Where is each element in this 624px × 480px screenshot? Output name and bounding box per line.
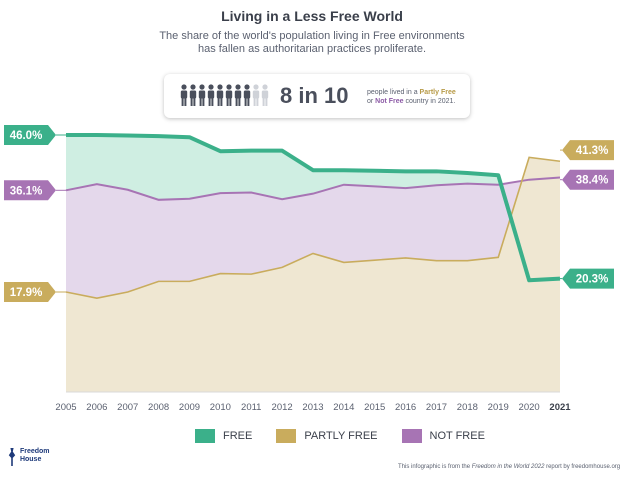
x-tick-label-2010: 2010 — [210, 402, 231, 413]
x-tick-label-2012: 2012 — [272, 402, 293, 413]
x-tick-label-2021: 2021 — [549, 402, 571, 413]
person-icon — [252, 84, 260, 106]
person-icon — [189, 84, 197, 106]
x-tick-label-2009: 2009 — [179, 402, 200, 413]
stat-value: 8 in 10 — [280, 83, 349, 108]
legend-item-partly-free: PARTLY FREE — [276, 429, 378, 443]
label-not-free-end: 38.4% — [576, 175, 609, 187]
label-partly-free-end-tag — [562, 140, 614, 161]
person-icon — [243, 84, 251, 106]
label-not-free-start: 36.1% — [10, 185, 43, 197]
x-tick-label-2005: 2005 — [55, 402, 76, 413]
legend-swatch-not-free — [401, 429, 422, 443]
area-partly-free — [66, 157, 560, 392]
torch-icon — [8, 448, 16, 466]
x-tick-label-2006: 2006 — [86, 402, 107, 413]
label-free-start: 46.0% — [10, 130, 43, 142]
x-tick-label-2019: 2019 — [488, 402, 509, 413]
legend-item-free: FREE — [195, 429, 252, 443]
label-free-end: 20.3% — [576, 274, 609, 286]
label-not-free-start-tag — [4, 180, 56, 201]
freedom-house-logo[interactable]: Freedom House — [8, 448, 50, 466]
chart-legend: FREE PARTLY FREE NOT FREE — [195, 429, 485, 443]
person-icon — [216, 84, 224, 106]
stat-text-before: people lived in a — [367, 89, 420, 96]
x-tick-label-2007: 2007 — [117, 402, 138, 413]
x-tick-label-2014: 2014 — [333, 402, 354, 413]
source-credit: This infographic is from the Freedom in … — [398, 464, 620, 470]
label-partly-free-start-tag — [4, 281, 56, 302]
x-tick-label-2015: 2015 — [364, 402, 385, 413]
credit-after: report by freedomhouse.org — [544, 464, 621, 470]
logo-line-1: Freedom — [19, 448, 50, 455]
x-tick-label-2008: 2008 — [148, 402, 169, 413]
legend-swatch-free — [195, 429, 215, 443]
legend-label-free: FREE — [223, 430, 253, 442]
stat-not-free: Not Free — [375, 98, 404, 105]
logo-line-2: House — [19, 456, 42, 463]
stat-description: people lived in a Partly Free or Not Fre… — [367, 88, 467, 106]
credit-before: This infographic is from the — [398, 464, 472, 470]
person-icon — [198, 84, 206, 106]
x-tick-label-2011: 2011 — [241, 402, 261, 413]
page-subtitle: The share of the world's population livi… — [159, 30, 465, 55]
person-icon — [261, 84, 269, 106]
person-icon — [234, 84, 242, 106]
credit-report: Freedom in the World 2022 — [471, 464, 545, 470]
label-not-free-end-tag — [562, 169, 614, 190]
x-tick-label-2017: 2017 — [426, 402, 447, 413]
x-tick-label-2016: 2016 — [395, 402, 416, 413]
label-partly-free-start: 17.9% — [10, 287, 43, 299]
x-tick-label-2013: 2013 — [302, 402, 323, 413]
label-free-start-tag — [4, 125, 56, 145]
x-tick-label-2020: 2020 — [519, 402, 540, 413]
people-icons — [180, 84, 269, 108]
person-icon — [180, 84, 188, 106]
stat-partly-free: Partly Free — [419, 89, 456, 96]
legend-swatch-partly-free — [276, 429, 297, 443]
page-title: Living in a Less Free World — [221, 8, 403, 24]
legend-label-not-free: NOT FREE — [429, 430, 485, 442]
stat-callout: 8 in 10 people lived in a Partly Free or… — [164, 74, 470, 118]
label-free-end-tag — [562, 268, 614, 289]
stat-text-or: or — [367, 98, 376, 105]
person-icon — [207, 84, 215, 106]
stat-text-after: country in 2021. — [403, 98, 456, 105]
area-chart: 2005 2006 2007 2008 2009 2010 2011 2012 2013 2014… — [4, 125, 614, 413]
x-tick-label-2018: 2018 — [457, 402, 478, 413]
person-icon — [225, 84, 233, 106]
legend-item-not-free: NOT FREE — [401, 429, 485, 443]
legend-label-partly-free: PARTLY FREE — [304, 430, 378, 442]
label-partly-free-end: 41.3% — [576, 145, 609, 157]
